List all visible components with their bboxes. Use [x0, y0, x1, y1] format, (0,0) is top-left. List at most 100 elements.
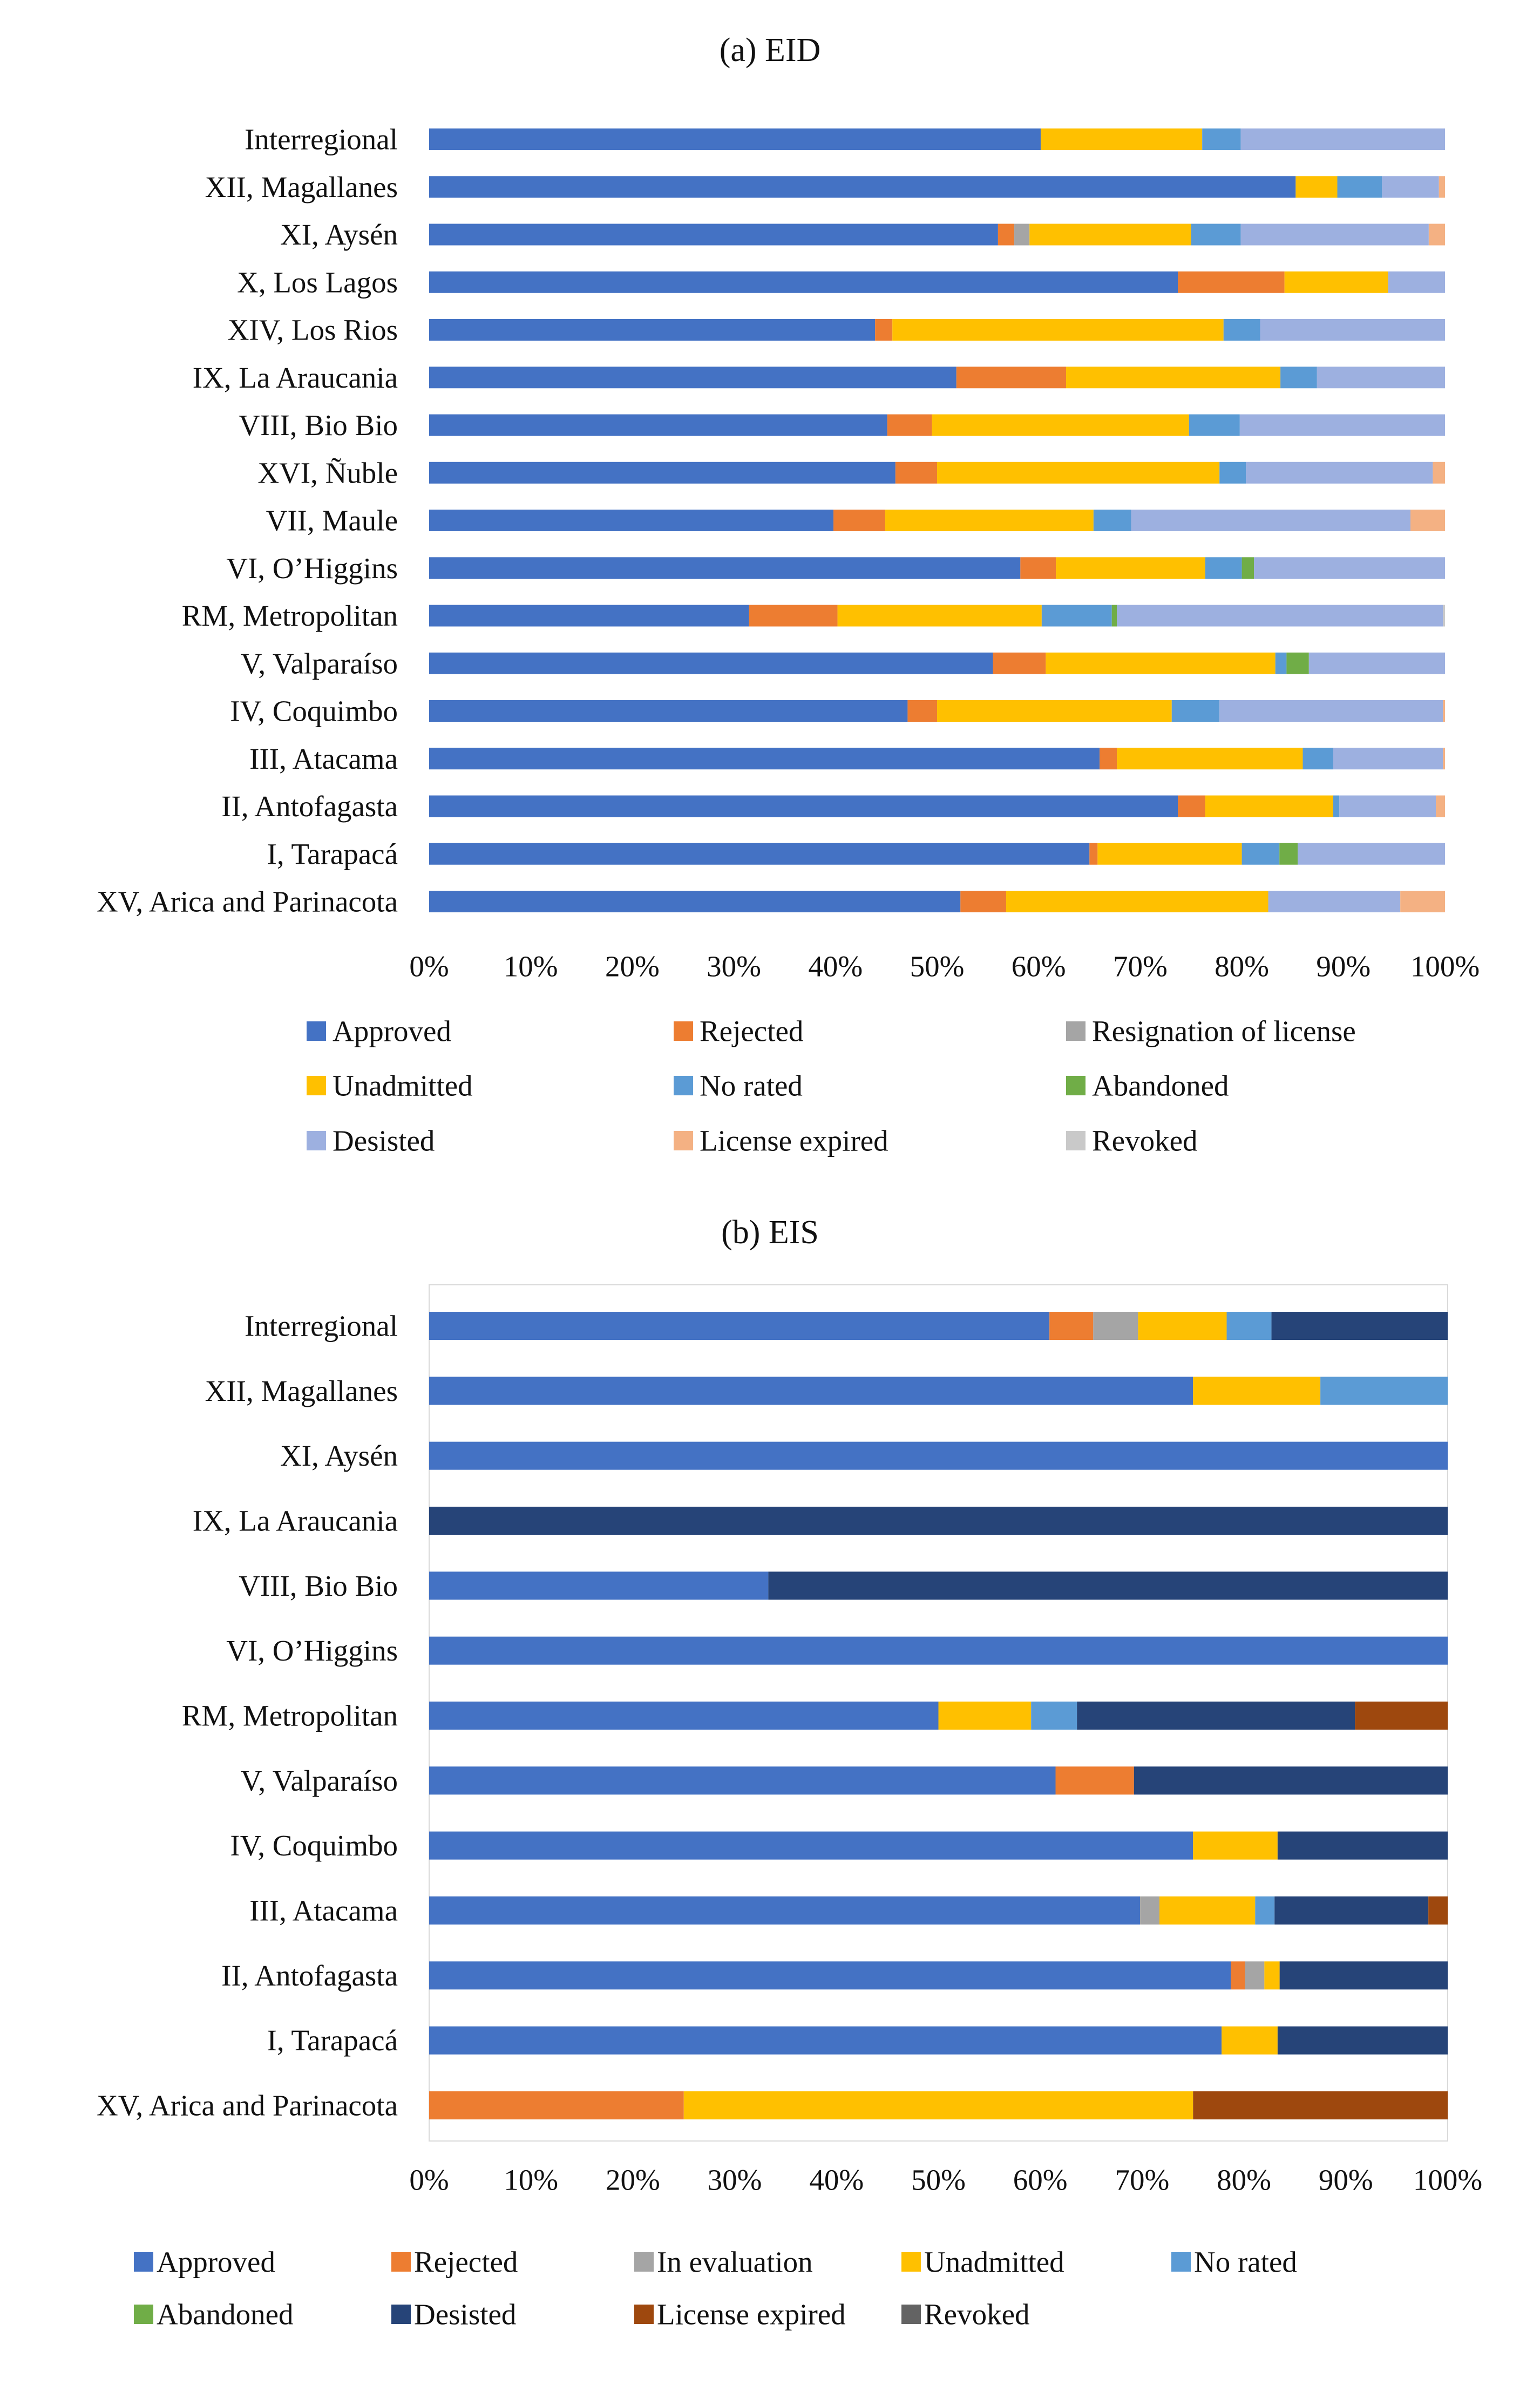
chart-b-category-label: III, Atacama	[249, 1894, 398, 1927]
chart-b-legend-label: License expired	[657, 2298, 846, 2331]
chart-a-x-tick-label: 80%	[1215, 950, 1269, 983]
chart-a-bar-rejected	[1178, 271, 1285, 293]
chart-a-bar-unadmitted	[1117, 748, 1303, 770]
chart-a-legend-label: Abandoned	[1092, 1069, 1229, 1102]
chart-b-bar-approved	[429, 1377, 1193, 1405]
chart-a-bar-unadmitted	[1056, 557, 1205, 579]
chart-a-bar-no-rated	[1202, 128, 1241, 150]
chart-b-x-tick-label: 60%	[1013, 2164, 1068, 2197]
chart-a-bar-approved	[429, 319, 876, 341]
chart-a-bar-approved	[429, 367, 956, 389]
chart-a-bar-no-rated	[1337, 176, 1382, 198]
chart-a-bar-desisted	[1333, 748, 1443, 770]
chart-b-bar-license-expired	[1428, 1896, 1448, 1925]
chart-a-bar-rejected	[749, 605, 838, 627]
chart-a-category-label: XV, Arica and Parinacota	[97, 885, 398, 918]
chart-b-bar-in-evaluation	[1093, 1312, 1138, 1340]
chart-b-bar-unadmitted	[1193, 1831, 1278, 1860]
chart-b-category-label: IX, La Araucania	[193, 1505, 398, 1537]
chart-a-category-label: XII, Magallanes	[205, 171, 398, 204]
chart-a-legend-swatch-resignation-of-license	[1066, 1021, 1086, 1041]
chart-a-x-tick-label: 40%	[808, 950, 863, 983]
chart-b-bar-in-evaluation	[1245, 1961, 1265, 1990]
chart-a-bar-no-rated	[1041, 605, 1112, 627]
chart-b-bar-desisted	[1274, 1896, 1429, 1925]
chart-a-bar-rejected	[1089, 843, 1098, 865]
chart-b-legend-label: Approved	[157, 2246, 275, 2279]
chart-b-bar-no-rated	[1320, 1377, 1448, 1405]
chart-b-legend-label: Revoked	[924, 2298, 1030, 2331]
chart-b-category-label: VI, O’Higgins	[226, 1634, 398, 1667]
chart-b-x-tick-label: 80%	[1217, 2164, 1271, 2197]
chart-a-bar-unadmitted	[937, 462, 1220, 484]
chart-a-bar-no-rated	[1333, 795, 1340, 817]
chart-a-bar-unadmitted	[1040, 128, 1203, 150]
chart-b-bar-no-rated	[1031, 1702, 1077, 1730]
chart-a-bar-no-rated	[1242, 843, 1280, 865]
chart-a-legend-label: Approved	[333, 1015, 451, 1048]
chart-a-bar-no-rated	[1191, 223, 1241, 246]
chart-a-bar-desisted	[1246, 462, 1433, 484]
chart-a-legend-label: Revoked	[1092, 1124, 1198, 1157]
chart-a-bar-rejected	[956, 367, 1067, 389]
chart-a-bar-desisted	[1117, 605, 1443, 627]
chart-a-bar-approved	[429, 891, 961, 912]
chart-a-bar-rejected	[887, 414, 932, 436]
chart-a-bar-unadmitted	[1295, 176, 1338, 198]
chart-b-legend-swatch-unadmitted	[901, 2252, 921, 2272]
chart-a-bar-desisted	[1298, 843, 1445, 865]
chart-b-legend-swatch-no-rated	[1171, 2252, 1191, 2272]
chart-b-bar-desisted	[768, 1571, 1448, 1600]
chart-b-legend-swatch-rejected	[391, 2252, 411, 2272]
chart-a-bar-rejected	[993, 652, 1046, 674]
chart-a-bar-approved	[429, 271, 1178, 293]
chart-b-bar-rejected	[1055, 1766, 1134, 1795]
chart-a-bar-no-rated	[1219, 462, 1246, 484]
chart-a-bar-no-rated	[1171, 700, 1220, 722]
chart-a-bar-approved	[429, 605, 749, 627]
chart-b-bar-license-expired	[1193, 2091, 1448, 2119]
chart-a-bar-license-expired	[1436, 795, 1445, 817]
chart-b-x-tick-label: 90%	[1319, 2164, 1373, 2197]
chart-a-bar-license-expired	[1443, 748, 1445, 770]
chart-a-bar-approved	[429, 652, 993, 674]
chart-a-bar-rejected	[1178, 795, 1205, 817]
chart-b-bar-approved	[429, 1766, 1056, 1795]
chart-a-bar-approved	[429, 748, 1100, 770]
chart-a-bar-desisted	[1240, 223, 1429, 246]
chart-a-bar-desisted	[1239, 414, 1445, 436]
chart-b-x-tick-label: 100%	[1413, 2164, 1482, 2197]
chart-b-bar-desisted	[429, 1507, 1448, 1535]
chart-a-legend-swatch-desisted	[307, 1131, 326, 1150]
chart-a-bar-license-expired	[1443, 700, 1445, 722]
chart-b-category-label: RM, Metropolitan	[182, 1699, 398, 1732]
chart-b-bar-rejected	[429, 2091, 684, 2119]
chart-a-bar-license-expired	[1433, 462, 1445, 484]
chart-b-legend-swatch-in-evaluation	[634, 2252, 654, 2272]
chart-a-bar-license-expired	[1410, 510, 1445, 531]
chart-a-bar-license-expired	[1428, 223, 1445, 246]
chart-b-bar-rejected	[1049, 1312, 1094, 1340]
chart-a-bar-desisted	[1268, 891, 1401, 912]
chart-b-title: (b) EIS	[721, 1214, 819, 1251]
chart-b-legend-label: Abandoned	[157, 2298, 294, 2331]
chart-b-bar-unadmitted	[1159, 1896, 1256, 1925]
chart-a-category-label: X, Los Lagos	[237, 266, 398, 299]
chart-b-bar-desisted	[1271, 1312, 1448, 1340]
chart-a-bar-no-rated	[1275, 652, 1287, 674]
chart-a-bar-unadmitted	[1066, 367, 1281, 389]
chart-a-category-label: II, Antofagasta	[221, 790, 398, 823]
chart-b-category-label: V, Valparaíso	[241, 1764, 398, 1797]
chart-a-bar-rejected	[907, 700, 937, 722]
chart-b-category-label: VIII, Bio Bio	[239, 1569, 398, 1602]
chart-a-x-tick-label: 10%	[504, 950, 558, 983]
chart-b-x-tick-label: 40%	[809, 2164, 864, 2197]
chart-a-category-label: V, Valparaíso	[241, 647, 398, 680]
chart-a-bar-abandoned	[1111, 605, 1117, 627]
chart-b-bar-license-expired	[1355, 1702, 1448, 1730]
chart-b-bar-approved	[429, 1441, 1448, 1470]
chart-b-category-label: XV, Arica and Parinacota	[97, 2089, 398, 2122]
chart-a-bar-unadmitted	[885, 510, 1094, 531]
